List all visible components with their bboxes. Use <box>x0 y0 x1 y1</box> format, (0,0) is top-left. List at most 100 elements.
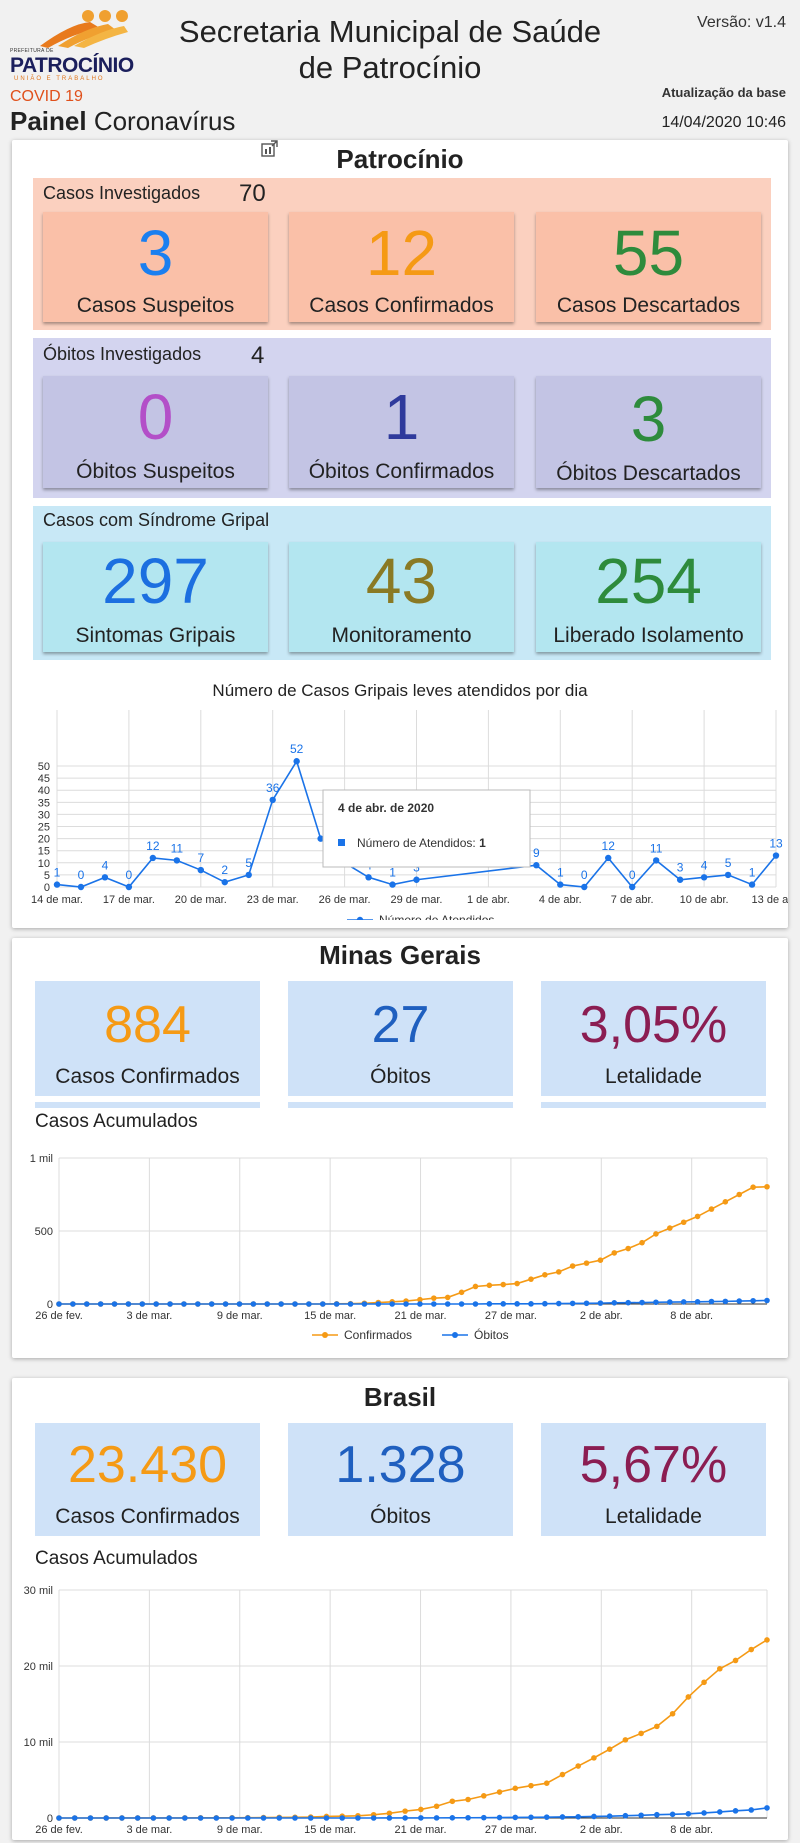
data-point-obitos <box>514 1301 520 1307</box>
data-point-obitos <box>458 1301 465 1307</box>
x-tick-label: 3 de mar. <box>126 1824 172 1836</box>
data-point-obitos <box>213 1815 220 1821</box>
mg-obitos-label: Óbitos <box>370 1065 431 1088</box>
data-point-confirmados <box>418 1806 424 1813</box>
casos-suspeitos-value: 3 <box>137 217 174 289</box>
data-point <box>197 866 204 874</box>
data-point-confirmados <box>512 1785 519 1792</box>
data-point-confirmados <box>722 1199 729 1205</box>
data-point-obitos <box>472 1301 479 1307</box>
data-label: 36 <box>266 781 280 795</box>
data-label: 1 <box>557 866 564 880</box>
data-point-obitos <box>375 1301 382 1307</box>
chart-title: Número de Casos Gripais leves atendidos … <box>212 681 588 700</box>
br-letalidade-value: 5,67% <box>579 1436 728 1494</box>
data-point-confirmados <box>748 1646 755 1653</box>
br-casos-acumulados-chart[interactable]: 0 10 mil 20 mil 30 mil 26 de fev. 3 de mar. 9 … <box>12 1574 788 1840</box>
y-tick-label: 25 <box>38 822 50 834</box>
obitos-suspeitos-value: 0 <box>137 381 174 453</box>
data-label: 1 <box>54 866 61 880</box>
data-point-confirmados <box>611 1250 618 1256</box>
x-tick-label: 9 de mar. <box>217 1824 263 1836</box>
export-chart-icon[interactable] <box>260 140 278 158</box>
data-point-obitos <box>292 1301 298 1307</box>
x-tick-label: 8 de abr. <box>670 1824 713 1836</box>
data-point-obitos <box>208 1301 215 1307</box>
data-point-obitos <box>307 1815 314 1821</box>
data-point-confirmados <box>694 1213 701 1220</box>
data-point-obitos <box>245 1815 251 1821</box>
data-point-obitos <box>685 1810 692 1817</box>
data-point-confirmados <box>528 1276 534 1282</box>
br-obitos-label: Óbitos <box>370 1505 431 1528</box>
data-point-confirmados <box>433 1803 440 1810</box>
data-point-confirmados <box>669 1710 676 1717</box>
data-point <box>269 796 276 804</box>
x-tick-label: 26 de fev. <box>35 1824 83 1836</box>
br-confirmados-stat: 23.430 Casos Confirmados <box>35 1423 260 1536</box>
obitos-descartados-label: Óbitos Descartados <box>556 462 741 485</box>
data-point-obitos <box>431 1301 437 1307</box>
data-point-obitos <box>355 1815 361 1821</box>
data-label: 12 <box>146 839 160 853</box>
data-point-obitos <box>653 1299 659 1306</box>
casos-gripais-chart[interactable]: Número de Casos Gripais leves atendidos … <box>12 670 788 920</box>
data-point-obitos <box>486 1301 493 1307</box>
br-letalidade-label: Letalidade <box>605 1505 702 1528</box>
casos-investigados-label: Casos Investigados <box>43 183 201 203</box>
data-point-confirmados <box>591 1755 597 1761</box>
data-point-obitos <box>555 1300 562 1307</box>
data-label: 2 <box>221 863 228 877</box>
logo-main-text: PATROCÍNIO <box>10 54 134 77</box>
data-point-obitos <box>166 1815 172 1821</box>
y-tick-label: 20 <box>38 834 50 846</box>
data-point-confirmados <box>736 1191 743 1198</box>
obitos-confirmados-tile: 1 Óbitos Confirmados <box>289 376 514 488</box>
patrocinio-title: Patrocínio <box>336 144 464 174</box>
data-point-obitos <box>195 1301 201 1307</box>
data-point-obitos <box>722 1298 729 1305</box>
sindrome-gripal-label: Casos com Síndrome Gripal <box>43 510 270 530</box>
y-tick-label: 35 <box>38 797 50 809</box>
data-point-confirmados <box>680 1219 687 1226</box>
data-point-obitos <box>87 1815 94 1821</box>
obitos-suspeitos-label: Óbitos Suspeitos <box>76 460 235 483</box>
data-point <box>77 883 85 891</box>
x-tick-label: 29 de mar. <box>391 894 443 906</box>
tooltip-date: 4 de abr. de 2020 <box>338 801 434 815</box>
data-point-obitos <box>701 1810 707 1816</box>
data-point-obitos <box>276 1815 283 1821</box>
data-point-obitos <box>229 1815 235 1821</box>
data-point <box>581 883 588 891</box>
legend-label: Confirmados <box>344 1328 412 1342</box>
data-point-confirmados <box>465 1796 471 1803</box>
liberado-isolamento-label: Liberado Isolamento <box>553 624 744 647</box>
data-point-confirmados <box>528 1782 534 1789</box>
data-point-obitos <box>119 1815 125 1821</box>
mg-casos-acumulados-chart[interactable]: 0 500 1 mil 26 de fev. 3 de mar. 9 de mar. 15 … <box>12 1138 788 1353</box>
data-point-confirmados <box>606 1746 613 1752</box>
data-point-obitos <box>333 1301 340 1307</box>
data-point-obitos <box>111 1301 118 1307</box>
data-label: 3 <box>677 861 684 875</box>
data-point-obitos <box>750 1297 756 1304</box>
minas-gerais-title: Minas Gerais <box>319 940 481 970</box>
sintomas-gripais-tile: 297 Sintomas Gripais <box>43 542 268 652</box>
data-point-obitos <box>597 1300 604 1306</box>
data-point-confirmados <box>639 1239 645 1246</box>
title-line-1: Secretaria Municipal de Saúde <box>178 14 602 49</box>
data-point-obitos <box>465 1814 471 1821</box>
data-point <box>557 881 564 888</box>
data-point-obitos <box>622 1812 629 1819</box>
x-tick-label: 1 de abr. <box>467 894 510 906</box>
x-tick-label: 9 de mar. <box>217 1310 263 1322</box>
data-point-obitos <box>680 1299 687 1305</box>
data-point-confirmados <box>764 1183 770 1190</box>
data-point-obitos <box>639 1299 645 1306</box>
logo-top-text: PREFEITURA DE <box>10 48 54 54</box>
data-point-obitos <box>717 1809 723 1815</box>
data-point-confirmados <box>685 1694 692 1700</box>
data-point-confirmados <box>481 1793 487 1799</box>
data-point-obitos <box>182 1815 188 1821</box>
data-point-obitos <box>386 1815 393 1821</box>
